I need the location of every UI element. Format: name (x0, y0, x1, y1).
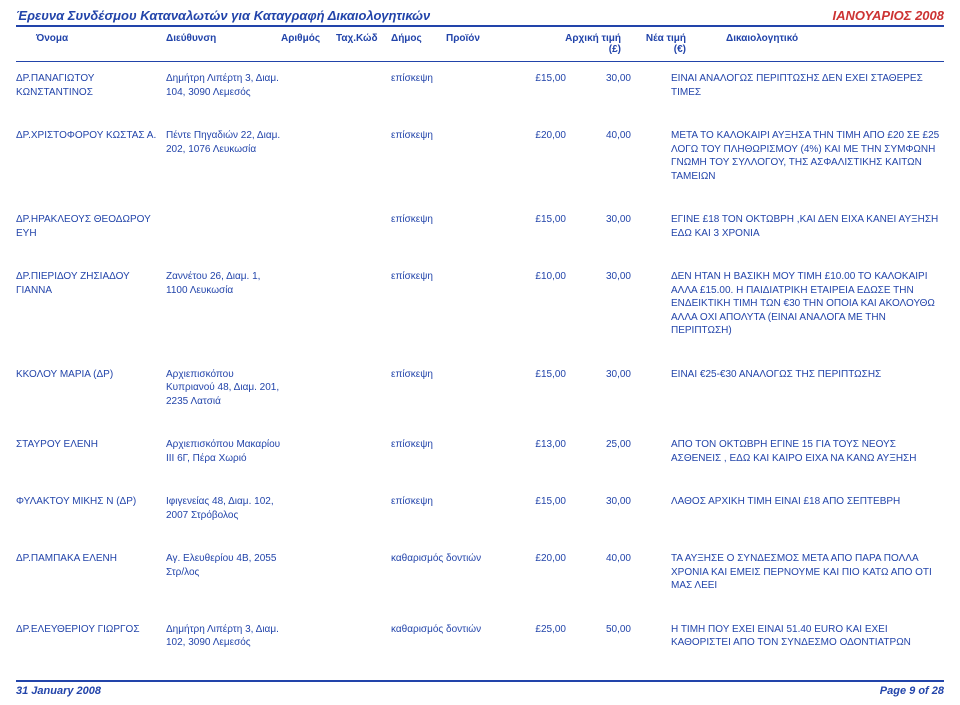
table-row: ΔΡ.ΧΡΙΣΤΟΦΟΡΟΥ ΚΩΣΤΑΣ Α.Πέντε Πηγαδιών 2… (16, 129, 944, 183)
table-header: Όνομα Διεύθυνση Αριθμός Ταχ.Κώδ Δήμος Πρ… (16, 31, 944, 62)
cell-address: Δημήτρη Λιπέρτη 3, Διαμ. 102, 3090 Λεμεσ… (166, 623, 281, 650)
header-justification: Δικαιολογητικό (696, 33, 944, 55)
cell-price-new: 30,00 (576, 213, 641, 240)
header-number: Αριθμός (281, 33, 336, 55)
cell-price-new: 40,00 (576, 552, 641, 593)
cell-price-new: 30,00 (576, 495, 641, 522)
header-dimos: Δήμος (391, 33, 446, 55)
footer-date: 31 January 2008 (16, 685, 101, 697)
cell-price-new: 30,00 (576, 368, 641, 409)
cell-name: ΔΡ.ΗΡΑΚΛΕΟΥΣ ΘΕΟΔΩΡΟΥ ΕΥΗ (16, 213, 166, 240)
report-period: ΙΑΝΟΥΑΡΙΟΣ 2008 (833, 8, 944, 23)
cell-product: επίσκεψη (391, 495, 501, 522)
cell-product: καθαρισμός δοντιών (391, 623, 501, 650)
cell-product: επίσκεψη (391, 213, 501, 240)
cell-price-old: £15,00 (501, 72, 576, 99)
table-row: ΔΡ.ΗΡΑΚΛΕΟΥΣ ΘΕΟΔΩΡΟΥ ΕΥΗ επίσκεψη£15,003… (16, 213, 944, 240)
cell-justification: Η ΤΙΜΗ ΠΟΥ ΕΧΕΙ ΕΙΝΑΙ 51.40 EURO ΚΑΙ ΕΧΕ… (641, 623, 944, 650)
header-tk: Ταχ.Κώδ (336, 33, 391, 55)
cell-justification: ΕΓΙΝΕ £18 ΤΟΝ ΟΚΤΩΒΡΗ ,ΚΑΙ ΔΕΝ ΕΙΧΑ ΚΑΝΕ… (641, 213, 944, 240)
cell-address: Αγ. Ελευθερίου 4Β, 2055 Στρ/λος (166, 552, 281, 593)
footer: 31 January 2008 Page 9 of 28 (16, 680, 944, 697)
cell-address: Αρχιεπισκόπου Μακαρίου ΙΙΙ 6Γ, Πέρα Χωρι… (166, 438, 281, 465)
table-row: ΦΥΛΑΚΤΟΥ ΜΙΚΗΣ Ν (ΔΡ)Ιφιγενείας 48, Διαμ… (16, 495, 944, 522)
cell-address: Αρχιεπισκόπου Κυπριανού 48, Διαμ. 201, 2… (166, 368, 281, 409)
cell-product: καθαρισμός δοντιών (391, 552, 501, 593)
cell-price-old: £20,00 (501, 129, 576, 183)
cell-price-new: 30,00 (576, 270, 641, 338)
cell-product: επίσκεψη (391, 368, 501, 409)
cell-price-new: 50,00 (576, 623, 641, 650)
table-row: ΔΡ.ΠΑΜΠΑΚΑ ΕΛΕΝΗΑγ. Ελευθερίου 4Β, 2055 … (16, 552, 944, 593)
cell-product: επίσκεψη (391, 72, 501, 99)
cell-name: ΔΡ.ΠΙΕΡΙΔΟΥ ΖΗΣΙΑΔΟΥ ΓΙΑΝΝΑ (16, 270, 166, 338)
cell-name: ΔΡ.ΠΑΜΠΑΚΑ ΕΛΕΝΗ (16, 552, 166, 593)
cell-name: ΣΤΑΥΡΟΥ ΕΛΕΝΗ (16, 438, 166, 465)
table-row: ΣΤΑΥΡΟΥ ΕΛΕΝΗΑρχιεπισκόπου Μακαρίου ΙΙΙ … (16, 438, 944, 465)
cell-address: Ζαννέτου 26, Διαμ. 1, 1100 Λευκωσία (166, 270, 281, 338)
cell-justification: ΜΕΤΑ ΤΟ ΚΑΛΟΚΑΙΡΙ ΑΥΞΗΣΑ ΤΗΝ ΤΙΜΗ ΑΠΟ £2… (641, 129, 944, 183)
cell-justification: ΑΠΟ ΤΟΝ ΟΚΤΩΒΡΗ ΕΓΙΝΕ 15 ΓΙΑ ΤΟΥΣ ΝΕΟΥΣ … (641, 438, 944, 465)
cell-price-old: £10,00 (501, 270, 576, 338)
cell-price-old: £13,00 (501, 438, 576, 465)
cell-product: επίσκεψη (391, 438, 501, 465)
cell-address: Πέντε Πηγαδιών 22, Διαμ. 202, 1076 Λευκω… (166, 129, 281, 183)
title-bar: Έρευνα Συνδέσμου Καταναλωτών για Καταγρα… (16, 8, 944, 27)
cell-price-old: £15,00 (501, 368, 576, 409)
cell-justification: ΕΙΝΑΙ ΑΝΑΛΟΓΩΣ ΠΕΡΙΠΤΩΣΗΣ ΔΕΝ ΕΧΕΙ ΣΤΑΘΕ… (641, 72, 944, 99)
header-product: Προϊόν (446, 33, 556, 55)
cell-justification: ΕΙΝΑΙ €25-€30 ΑΝΑΛΟΓΩΣ ΤΗΣ ΠΕΡΙΠΤΩΣΗΣ (641, 368, 944, 409)
header-price-old: Αρχική τιμή (£) (556, 33, 631, 55)
table-row: ΚΚΟΛΟΥ ΜΑΡΙΑ (ΔΡ)Αρχιεπισκόπου Κυπριανού… (16, 368, 944, 409)
cell-address: Δημήτρη Λιπέρτη 3, Διαμ. 104, 3090 Λεμεσ… (166, 72, 281, 99)
table-row: ΔΡ.ΠΙΕΡΙΔΟΥ ΖΗΣΙΑΔΟΥ ΓΙΑΝΝΑΖαννέτου 26, … (16, 270, 944, 338)
cell-price-old: £15,00 (501, 495, 576, 522)
header-address: Διεύθυνση (166, 33, 281, 55)
cell-name: ΔΡ.ΠΑΝΑΓΙΩΤΟΥ ΚΩΝΣΤΑΝΤΙΝΟΣ (16, 72, 166, 99)
cell-price-new: 40,00 (576, 129, 641, 183)
cell-address (166, 213, 281, 240)
cell-product: επίσκεψη (391, 270, 501, 338)
cell-address: Ιφιγενείας 48, Διαμ. 102, 2007 Στρόβολος (166, 495, 281, 522)
footer-page: Page 9 of 28 (880, 685, 944, 697)
cell-product: επίσκεψη (391, 129, 501, 183)
table-row: ΔΡ.ΠΑΝΑΓΙΩΤΟΥ ΚΩΝΣΤΑΝΤΙΝΟΣΔημήτρη Λιπέρτ… (16, 72, 944, 99)
cell-price-old: £15,00 (501, 213, 576, 240)
cell-name: ΔΡ.ΕΛΕΥΘΕΡΙΟΥ ΓΙΩΡΓΟΣ (16, 623, 166, 650)
cell-price-new: 30,00 (576, 72, 641, 99)
cell-name: ΔΡ.ΧΡΙΣΤΟΦΟΡΟΥ ΚΩΣΤΑΣ Α. (16, 129, 166, 183)
cell-justification: ΔΕΝ ΗΤΑΝ Η ΒΑΣΙΚΗ ΜΟΥ ΤΙΜΗ £10.00 ΤΟ ΚΑΛ… (641, 270, 944, 338)
cell-price-old: £20,00 (501, 552, 576, 593)
header-name: Όνομα (36, 33, 166, 55)
cell-price-new: 25,00 (576, 438, 641, 465)
cell-price-old: £25,00 (501, 623, 576, 650)
header-price-new: Νέα τιμή (€) (631, 33, 696, 55)
cell-justification: ΤΑ ΑΥΞΗΣΕ Ο ΣΥΝΔΕΣΜΟΣ ΜΕΤΑ ΑΠΟ ΠΑΡΑ ΠΟΛΛ… (641, 552, 944, 593)
cell-justification: ΛΑΘΟΣ ΑΡΧΙΚΗ ΤΙΜΗ ΕΙΝΑΙ £18 ΑΠΟ ΣΕΠΤΕΒΡΗ (641, 495, 944, 522)
table-row: ΔΡ.ΕΛΕΥΘΕΡΙΟΥ ΓΙΩΡΓΟΣΔημήτρη Λιπέρτη 3, … (16, 623, 944, 650)
report-title: Έρευνα Συνδέσμου Καταναλωτών για Καταγρα… (16, 8, 430, 23)
cell-name: ΦΥΛΑΚΤΟΥ ΜΙΚΗΣ Ν (ΔΡ) (16, 495, 166, 522)
cell-name: ΚΚΟΛΟΥ ΜΑΡΙΑ (ΔΡ) (16, 368, 166, 409)
